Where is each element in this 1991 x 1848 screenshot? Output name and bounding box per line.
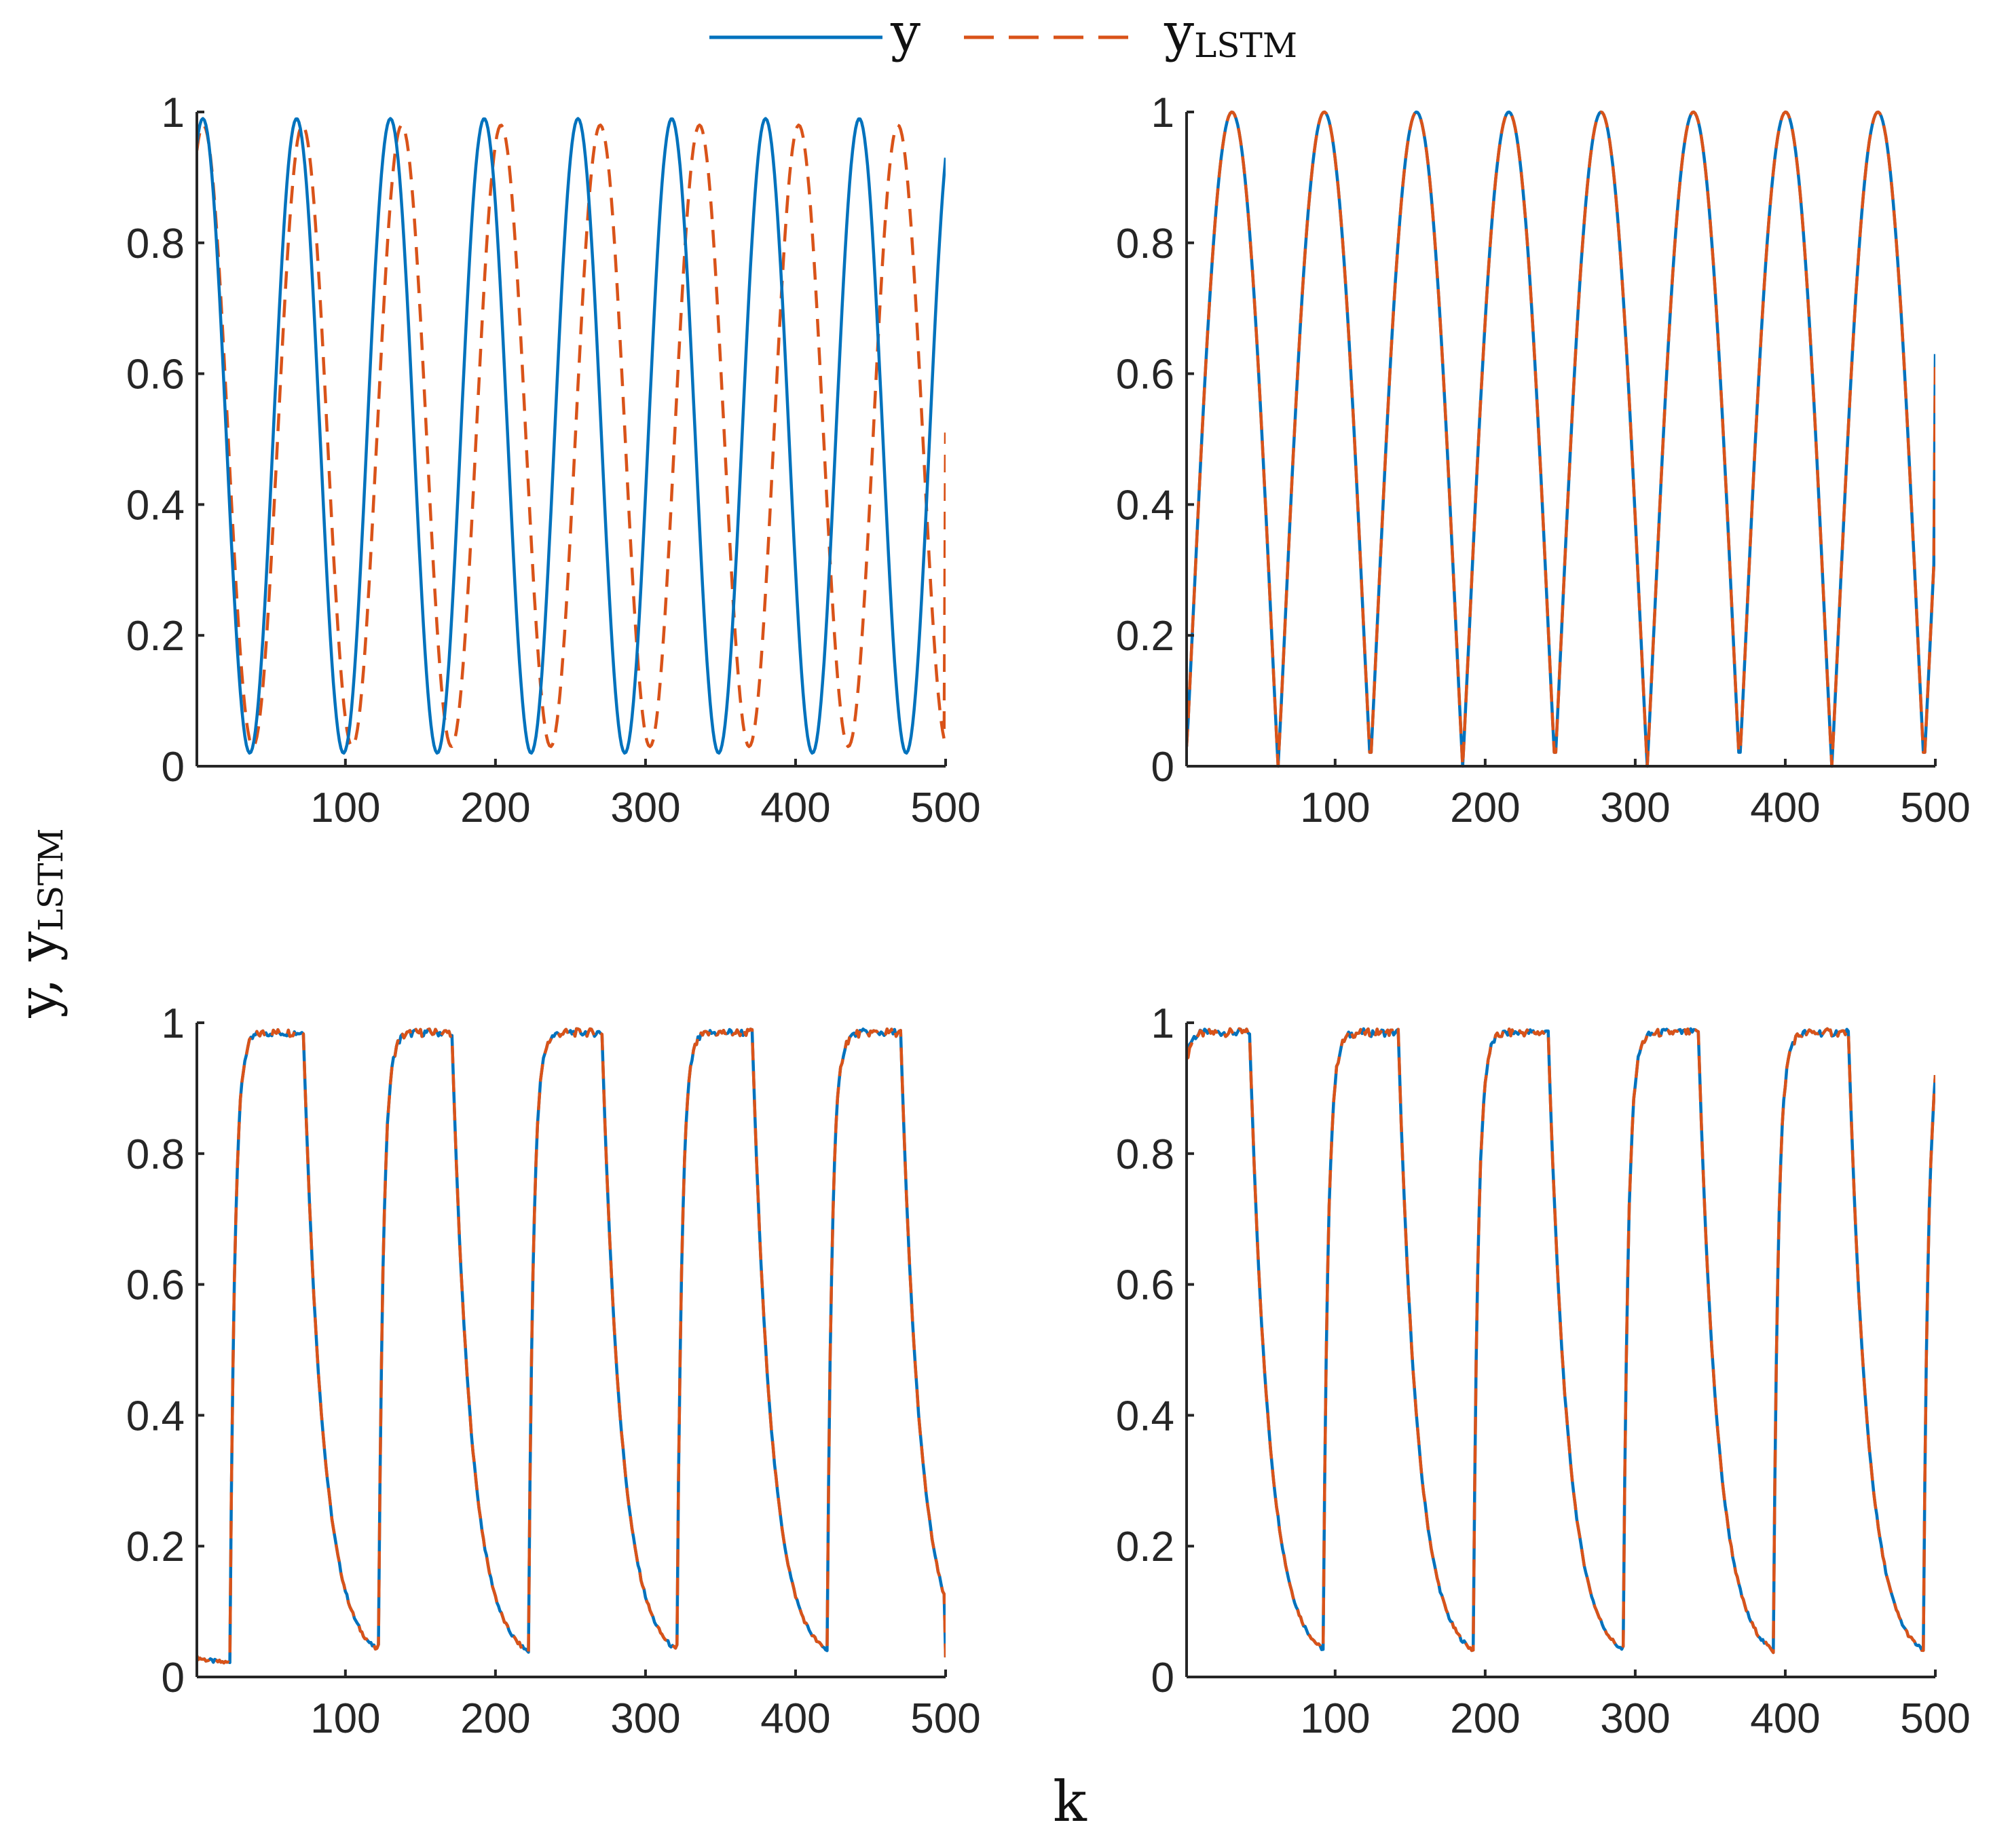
panel-top-left: 0 0.2 0.4 0.6 0.8 1 100 200 300 400 500 — [126, 90, 981, 831]
panel-top-right: 0 0.2 0.4 0.6 0.8 1 100 200 300 400 500 — [1116, 90, 1971, 831]
shared-ylabel: y, yLSTM — [7, 828, 71, 1018]
x-tick-label: 200 — [1450, 785, 1520, 831]
panel-bottom-left: 0 0.2 0.4 0.6 0.8 1 100 200 300 400 500 — [126, 1000, 981, 1742]
ylabel-sub: LSTM — [31, 828, 71, 931]
ylabel-sep: , — [7, 961, 69, 995]
series-y-lstm-top-right — [1187, 110, 1935, 768]
series-y-lstm-bottom-right — [1187, 1027, 1935, 1655]
y-tick-label: 0.6 — [126, 1262, 185, 1309]
y-tick-label: 0.4 — [126, 482, 185, 529]
y-tick-label: 0.6 — [1116, 352, 1174, 398]
legend-y-label: y — [890, 2, 920, 63]
x-tick-label: 200 — [460, 785, 530, 831]
x-tick-label: 400 — [1750, 785, 1820, 831]
x-tick-label: 400 — [760, 1695, 830, 1742]
y-tick-label: 0 — [162, 744, 185, 791]
y-tick-label: 0.6 — [1116, 1262, 1174, 1309]
y-tick-label: 1 — [1151, 90, 1174, 136]
y-tick-label: 1 — [1151, 1000, 1174, 1047]
shared-xlabel: k — [1053, 1770, 1087, 1834]
x-tick-label: 500 — [910, 785, 980, 831]
x-tick-label: 200 — [460, 1695, 530, 1742]
y-tick-label: 0.8 — [1116, 221, 1174, 267]
y-tick-label: 0.6 — [126, 352, 185, 398]
y-tick-label: 0.4 — [1116, 482, 1174, 529]
x-tick-label: 500 — [1900, 1695, 1970, 1742]
series-y-bottom-right — [1187, 1027, 1935, 1655]
y-tick-label: 0.4 — [126, 1393, 185, 1439]
x-tick-label: 100 — [310, 785, 380, 831]
x-tick-label: 200 — [1450, 1695, 1520, 1742]
x-tick-label: 400 — [760, 785, 830, 831]
y-tick-label: 0.2 — [1116, 1524, 1174, 1570]
y-tick-label: 0.2 — [126, 1524, 185, 1570]
svg-text:y, yLSTM: y, yLSTM — [7, 828, 71, 1018]
y-tick-label: 1 — [162, 1000, 185, 1047]
y-tick-label: 0 — [162, 1655, 185, 1701]
legend-ylstm-sub: LSTM — [1194, 26, 1297, 65]
x-tick-label: 500 — [1900, 785, 1970, 831]
y-tick-label: 0.2 — [1116, 613, 1174, 660]
legend-ylstm-main: y — [1164, 2, 1194, 63]
x-tick-label: 300 — [610, 785, 680, 831]
legend: y yLSTM — [709, 2, 1297, 65]
y-tick-label: 0.4 — [1116, 1393, 1174, 1439]
series-y-lstm-bottom-left — [197, 1027, 946, 1665]
y-tick-label: 1 — [162, 90, 185, 136]
x-tick-label: 300 — [610, 1695, 680, 1742]
legend-ylstm-label: yLSTM — [1164, 2, 1297, 65]
y-tick-label: 0.8 — [126, 221, 185, 267]
ylabel-y2: y — [7, 931, 69, 962]
y-tick-label: 0.8 — [1116, 1131, 1174, 1178]
y-tick-label: 0 — [1151, 744, 1174, 791]
series-y-bottom-left — [197, 1027, 946, 1665]
y-tick-label: 0.2 — [126, 613, 185, 660]
y-tick-label: 0.8 — [126, 1131, 185, 1178]
x-tick-label: 400 — [1750, 1695, 1820, 1742]
x-tick-label: 300 — [1600, 1695, 1670, 1742]
series-y-lstm-top-left — [197, 124, 946, 749]
x-tick-label: 100 — [1300, 1695, 1370, 1742]
x-tick-label: 100 — [1300, 785, 1370, 831]
series-y-top-left — [197, 117, 946, 755]
x-tick-label: 100 — [310, 1695, 380, 1742]
x-tick-label: 300 — [1600, 785, 1670, 831]
y-tick-label: 0 — [1151, 1655, 1174, 1701]
panel-bottom-right: 0 0.2 0.4 0.6 0.8 1 100 200 300 400 500 — [1116, 1000, 1971, 1742]
x-tick-label: 500 — [910, 1695, 980, 1742]
